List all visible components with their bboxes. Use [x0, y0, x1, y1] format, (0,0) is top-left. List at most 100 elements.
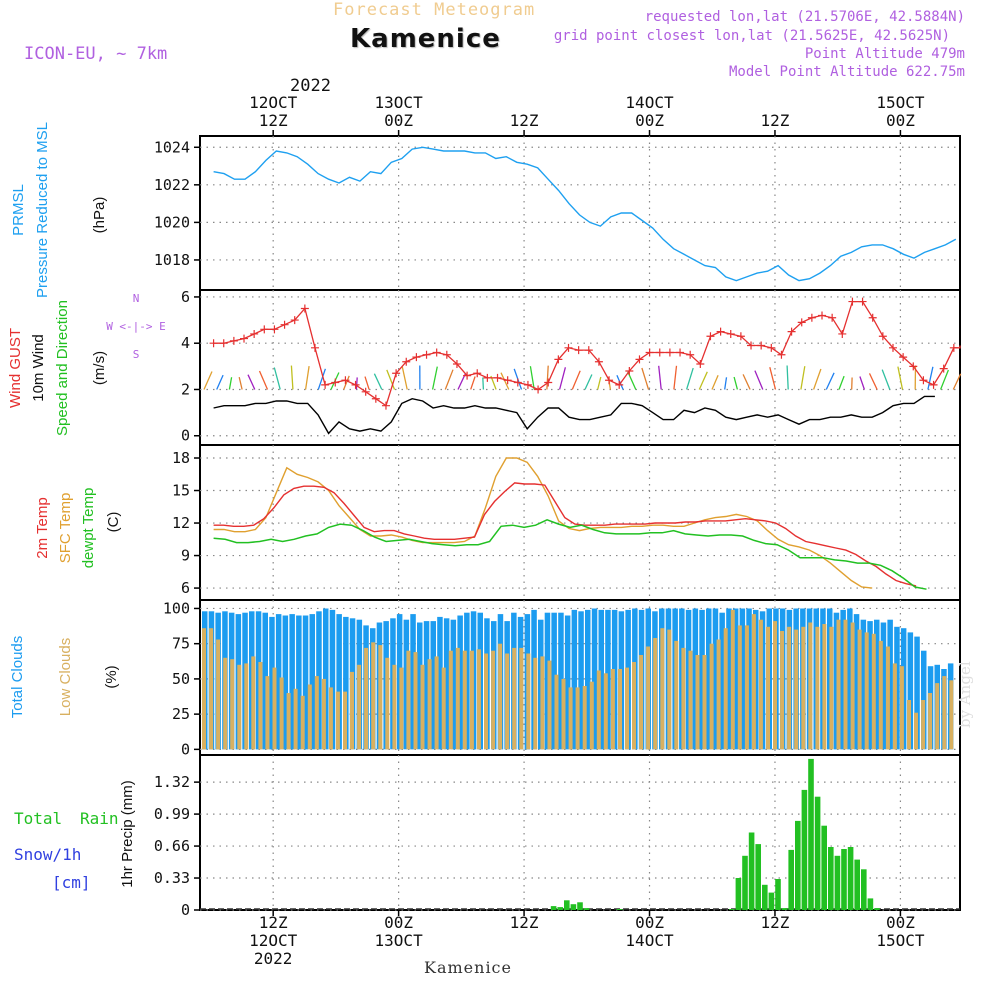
- bar-rain: [814, 796, 821, 910]
- x-label-bottom: 2022: [254, 949, 293, 968]
- bar-low-clouds: [646, 646, 651, 750]
- bar-total-clouds: [289, 614, 295, 750]
- gust-marker: [828, 313, 837, 322]
- bar-total-clouds: [262, 612, 268, 750]
- bar-low-clouds: [251, 656, 256, 750]
- bar-total-clouds: [719, 612, 725, 750]
- bar-low-clouds: [808, 622, 813, 750]
- ytick-label-temperature: 15: [172, 482, 190, 500]
- bar-rain: [795, 820, 801, 910]
- bar-low-clouds: [328, 687, 333, 750]
- bar-low-clouds: [653, 638, 658, 750]
- x-label-bottom: 12Z: [761, 913, 790, 932]
- requested-coords: requested lon,lat (21.5706E, 42.5884N): [644, 9, 965, 25]
- gust-marker: [676, 348, 685, 357]
- bar-total-clouds: [605, 609, 611, 750]
- bar-low-clouds: [864, 632, 869, 750]
- bar-low-clouds: [286, 693, 291, 750]
- bar-low-clouds: [766, 626, 770, 750]
- bar-total-clouds: [336, 614, 342, 750]
- bar-low-clouds: [293, 688, 298, 750]
- gust-marker: [919, 376, 928, 385]
- bar-low-clouds: [787, 626, 792, 750]
- bar-low-clouds: [533, 657, 538, 750]
- bar-rain: [755, 844, 761, 910]
- ytick-label-pressure: 1022: [154, 176, 190, 194]
- wind-direction-arrow: [238, 376, 243, 390]
- gust-marker: [696, 360, 705, 369]
- ytick-label-precip: 0.99: [154, 805, 190, 823]
- bar-low-clouds: [723, 628, 728, 750]
- model-point-altitude: Model Point Altitude 622.75m: [728, 64, 965, 80]
- gust-marker: [736, 332, 745, 341]
- bar-low-clouds: [547, 660, 552, 750]
- bar-low-clouds: [209, 628, 214, 750]
- bar-total-clouds: [564, 615, 571, 750]
- bar-low-clouds: [357, 664, 362, 750]
- gust-marker: [483, 373, 492, 382]
- label-clouds-unit: (%): [103, 665, 120, 688]
- bar-low-clouds: [758, 619, 763, 750]
- bar-total-clouds: [275, 614, 282, 750]
- bar-total-clouds: [894, 626, 900, 750]
- bar-rain: [557, 907, 563, 910]
- x-label-bottom: 00Z: [384, 913, 413, 932]
- bar-total-clouds: [585, 609, 591, 750]
- gust-marker: [240, 334, 249, 343]
- model-label: ICON-EU, ~ 7km: [24, 44, 168, 64]
- gust-marker: [331, 378, 340, 387]
- gust-marker: [838, 329, 847, 338]
- bar-total-clouds: [302, 615, 309, 750]
- bar-rain: [821, 825, 827, 910]
- gust-marker: [878, 332, 887, 341]
- ytick-label-precip: 1.32: [154, 773, 190, 791]
- gust-marker: [767, 343, 776, 352]
- bar-total-clouds: [417, 622, 423, 750]
- gust-marker: [716, 327, 725, 336]
- x-label-top: 12Z: [259, 111, 288, 130]
- label-wind-unit: (m/s): [91, 351, 108, 385]
- bar-low-clouds: [801, 626, 806, 750]
- label-2m-temp: 2m Temp: [34, 497, 51, 558]
- ytick-label-clouds: 0: [181, 740, 190, 758]
- bar-low-clouds: [610, 669, 615, 750]
- bar-low-clouds: [836, 619, 841, 750]
- bar-total-clouds: [853, 614, 860, 750]
- label-snow: Snow/1h: [14, 845, 81, 864]
- bar-low-clouds: [406, 650, 411, 750]
- x-label-top: 00Z: [384, 111, 413, 130]
- gust-marker: [290, 316, 299, 325]
- bar-low-clouds: [625, 667, 629, 750]
- wind-direction-arrow: [401, 366, 408, 390]
- x-label-bottom: 00Z: [886, 913, 915, 932]
- bar-low-clouds: [223, 657, 228, 750]
- bar-total-clouds: [457, 615, 463, 750]
- bar-total-clouds: [739, 608, 746, 750]
- wind-direction-arrow: [317, 368, 327, 390]
- gust-marker: [706, 332, 715, 341]
- bar-low-clouds: [202, 628, 206, 750]
- bar-rain: [729, 909, 735, 910]
- bar-low-clouds: [660, 628, 665, 750]
- bar-total-clouds: [343, 616, 349, 750]
- label-pressure-msl: Pressure Reduced to MSL: [34, 122, 51, 298]
- bar-low-clouds: [448, 650, 453, 750]
- bar-total-clouds: [860, 619, 867, 750]
- bar-low-clouds: [371, 642, 376, 750]
- gust-marker: [949, 343, 958, 352]
- bar-total-clouds: [867, 621, 873, 750]
- bar-low-clouds: [914, 712, 918, 750]
- bar-low-clouds: [829, 626, 834, 750]
- bar-low-clouds: [314, 676, 319, 750]
- bar-low-clouds: [364, 647, 369, 750]
- bar-low-clouds: [385, 657, 390, 750]
- bar-total-clouds: [914, 636, 920, 750]
- gust-marker: [442, 350, 451, 359]
- bar-low-clouds: [589, 681, 594, 750]
- bar-total-clouds: [296, 615, 302, 750]
- bar-low-clouds: [392, 664, 397, 750]
- x-label-bottom: 15OCT: [876, 931, 925, 950]
- bar-low-clouds: [674, 640, 679, 750]
- bar-low-clouds: [462, 650, 467, 750]
- footer-location: Kamenice: [424, 958, 512, 977]
